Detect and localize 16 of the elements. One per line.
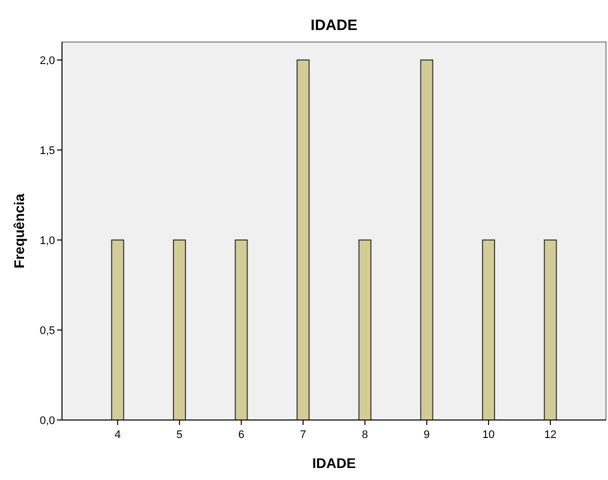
x-tick-label: 8 [362, 429, 368, 441]
y-tick-label: 0,5 [40, 324, 55, 337]
x-tick-label: 10 [482, 429, 495, 441]
x-tick-label: 6 [238, 429, 244, 441]
chart-title: IDADE [310, 17, 358, 34]
x-tick-label: 5 [176, 429, 183, 441]
x-tick-label: 7 [300, 429, 306, 441]
y-tick-label: 0,0 [40, 414, 55, 427]
x-tick-label: 12 [544, 429, 556, 441]
y-tick-label: 1,0 [40, 234, 55, 247]
y-tick-label: 1,5 [40, 144, 55, 157]
x-tick-label: 9 [424, 429, 430, 441]
x-tick-label: 4 [114, 429, 121, 441]
x-axis-title: IDADE [312, 455, 356, 471]
y-tick-label: 2,0 [40, 54, 55, 67]
y-axis-title: Frequência [11, 193, 27, 268]
